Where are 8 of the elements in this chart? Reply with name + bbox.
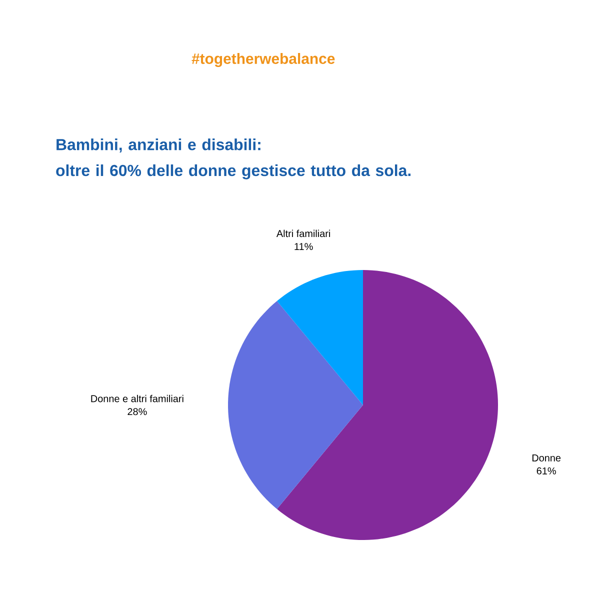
data-label: 61% [536,467,556,474]
chart-subtitle: #togetherwebalance [192,53,335,68]
slice-label: Donne e altri familiari [91,394,184,402]
slice-label: Donne [532,454,561,462]
chart-title: Bambini, anziani e disabili: oltre il 60% delle donne gestisce tutto da sola. [56,138,410,180]
slice-label: Altri familiari [276,230,330,238]
data-label: 11% [294,243,313,250]
data-label: 28% [128,408,147,416]
